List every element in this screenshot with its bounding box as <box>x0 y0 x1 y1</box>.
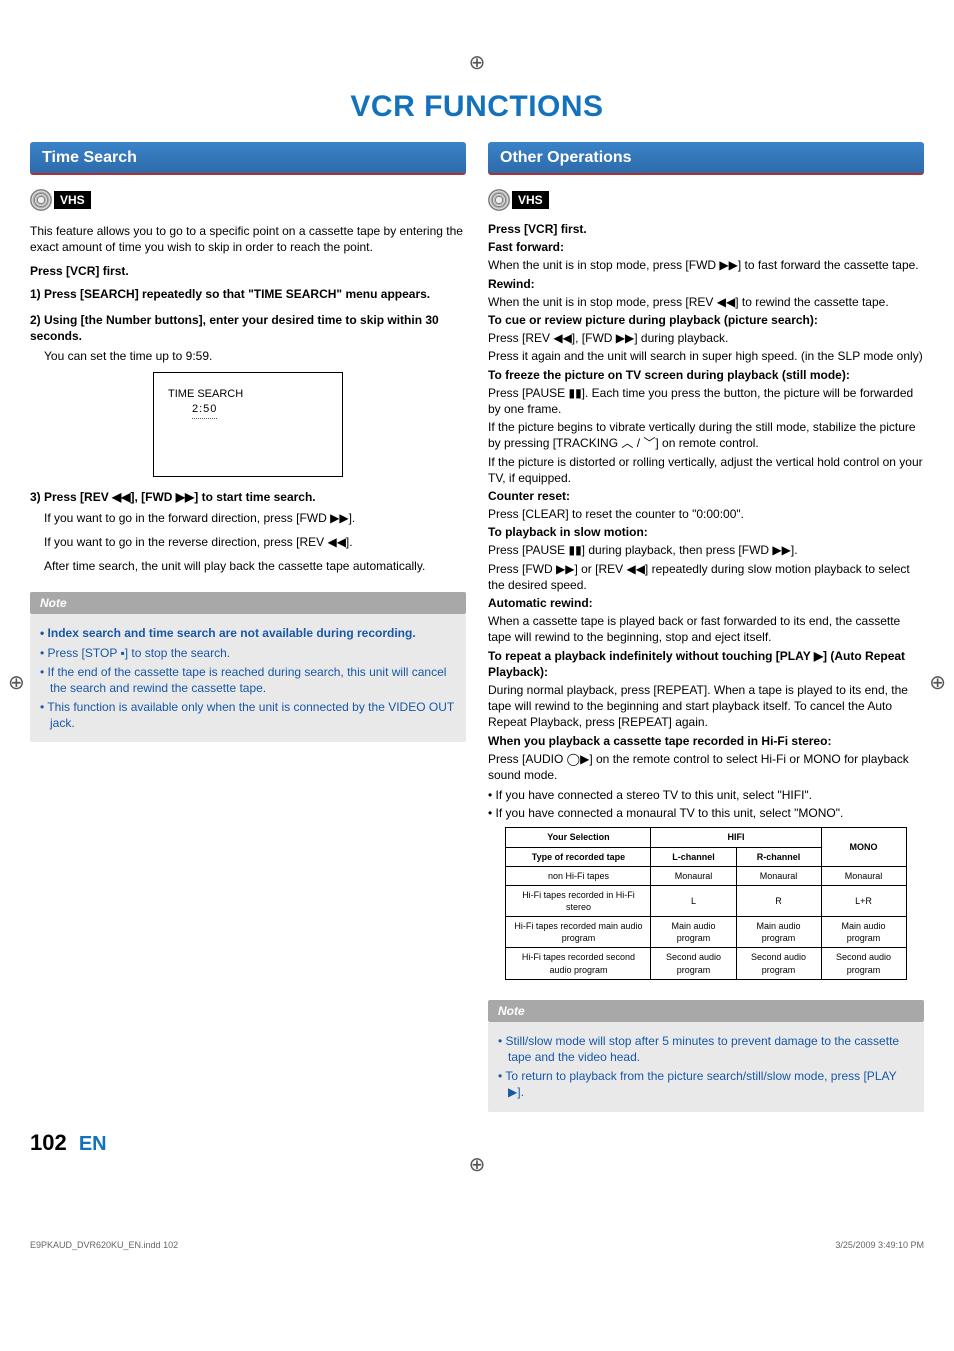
section-time-search: Time Search <box>30 142 466 176</box>
table-cell: Second audio program <box>736 948 821 979</box>
table-cell: Monaural <box>736 866 821 885</box>
note-heading-left: Note <box>30 592 466 614</box>
table-cell: Second audio program <box>651 948 736 979</box>
disc-icon <box>488 189 510 211</box>
table-cell: L <box>651 885 736 916</box>
step-3a: If you want to go in the forward directi… <box>44 510 466 526</box>
step-1: 1) Press [SEARCH] repeatedly so that "TI… <box>30 286 466 302</box>
step-3b: If you want to go in the reverse directi… <box>44 534 466 550</box>
operation-body: When a cassette tape is played back or f… <box>488 613 924 645</box>
note-item: This function is available only when the… <box>40 699 456 731</box>
step-3: 3) Press [REV ◀◀], [FWD ▶▶] to start tim… <box>30 489 466 505</box>
table-cell: Main audio program <box>736 917 821 948</box>
note-item: Index search and time search are not ava… <box>40 625 456 641</box>
page-lang: EN <box>79 1133 107 1155</box>
page-title: VCR FUNCTIONS <box>30 87 924 128</box>
operation-body: Press [AUDIO ◯▶] on the remote control t… <box>488 751 924 783</box>
note-heading-right: Note <box>488 1000 924 1022</box>
vhs-badge: VHS <box>30 189 91 211</box>
table-header-type: Type of recorded tape <box>506 847 651 866</box>
table-cell: Monaural <box>651 866 736 885</box>
operation-body: Press [PAUSE ▮▮]. Each time you press th… <box>488 385 924 417</box>
table-row: Hi-Fi tapes recorded main audio programM… <box>506 917 906 948</box>
bullet-line: • If you have connected a stereo TV to t… <box>488 787 924 803</box>
note-item: Press [STOP ▪] to stop the search. <box>40 645 456 661</box>
table-cell: R <box>736 885 821 916</box>
vhs-tag: VHS <box>512 191 549 209</box>
disc-icon <box>30 189 52 211</box>
post-bullets: • If you have connected a stereo TV to t… <box>488 787 924 821</box>
table-row: Hi-Fi tapes recorded second audio progra… <box>506 948 906 979</box>
print-footer-right: 3/25/2009 3:49:10 PM <box>835 1239 924 1251</box>
registration-mark-top: ⊕ <box>30 50 924 77</box>
table-row: non Hi-Fi tapesMonauralMonauralMonaural <box>506 866 906 885</box>
operation-body: Press [PAUSE ▮▮] during playback, then p… <box>488 542 924 558</box>
note-list-right: Still/slow mode will stop after 5 minute… <box>498 1033 914 1101</box>
time-search-display: TIME SEARCH 2:50 <box>153 372 343 477</box>
operations-list: Fast forward: When the unit is in stop mo… <box>488 239 924 783</box>
operation-body: Press [CLEAR] to reset the counter to "0… <box>488 506 924 522</box>
operation-body: Press [REV ◀◀], [FWD ▶▶] during playback… <box>488 330 924 346</box>
note-item: If the end of the cassette tape is reach… <box>40 664 456 696</box>
step-3c: After time search, the unit will play ba… <box>44 558 466 574</box>
note-body-right: Still/slow mode will stop after 5 minute… <box>488 1022 924 1112</box>
table-header-r: R-channel <box>736 847 821 866</box>
table-cell: non Hi-Fi tapes <box>506 866 651 885</box>
operation-heading: To playback in slow motion: <box>488 524 924 540</box>
time-search-label: TIME SEARCH <box>168 387 328 402</box>
step-2: 2) Using [the Number buttons], enter you… <box>30 312 466 344</box>
table-row: Hi-Fi tapes recorded in Hi-Fi stereoLRL+… <box>506 885 906 916</box>
registration-mark-left: ⊕ <box>8 670 25 697</box>
audio-mode-table: Your Selection HIFI MONO Type of recorde… <box>505 827 906 979</box>
table-cell: Main audio program <box>651 917 736 948</box>
operation-body: If the picture is distorted or rolling v… <box>488 454 924 486</box>
print-footer: E9PKAUD_DVR620KU_EN.indd 102 3/25/2009 3… <box>30 1239 924 1251</box>
operation-heading: Counter reset: <box>488 488 924 504</box>
registration-mark-right: ⊕ <box>929 670 946 697</box>
vhs-tag: VHS <box>54 191 91 209</box>
table-cell: L+R <box>821 885 906 916</box>
operation-heading: To repeat a playback indefinitely withou… <box>488 648 924 680</box>
operation-heading: Rewind: <box>488 276 924 292</box>
note-list-left: Index search and time search are not ava… <box>40 625 456 731</box>
operation-body: Press it again and the unit will search … <box>488 348 924 364</box>
time-search-value: 2:50 <box>192 402 217 419</box>
table-header-mono: MONO <box>821 828 906 866</box>
registration-mark-bottom: ⊕ <box>30 1152 924 1179</box>
note-item: Still/slow mode will stop after 5 minute… <box>498 1033 914 1065</box>
table-cell: Monaural <box>821 866 906 885</box>
operation-body: When the unit is in stop mode, press [RE… <box>488 294 924 310</box>
print-footer-left: E9PKAUD_DVR620KU_EN.indd 102 <box>30 1239 178 1251</box>
operation-body: During normal playback, press [REPEAT]. … <box>488 682 924 731</box>
table-cell: Second audio program <box>821 948 906 979</box>
note-item: To return to playback from the picture s… <box>498 1068 914 1100</box>
page-number-value: 102 <box>30 1130 67 1155</box>
operation-body: Press [FWD ▶▶] or [REV ◀◀] repeatedly du… <box>488 561 924 593</box>
operation-heading: Fast forward: <box>488 239 924 255</box>
press-vcr-first-right: Press [VCR] first. <box>488 221 924 237</box>
intro-text: This feature allows you to go to a speci… <box>30 223 466 255</box>
table-header-hifi: HIFI <box>651 828 821 847</box>
table-cell: Hi-Fi tapes recorded main audio program <box>506 917 651 948</box>
table-cell: Hi-Fi tapes recorded in Hi-Fi stereo <box>506 885 651 916</box>
operation-heading: To cue or review picture during playback… <box>488 312 924 328</box>
step-2-sub: You can set the time up to 9:59. <box>44 348 466 364</box>
note-body-left: Index search and time search are not ava… <box>30 614 466 742</box>
table-cell: Hi-Fi tapes recorded second audio progra… <box>506 948 651 979</box>
operation-body: When the unit is in stop mode, press [FW… <box>488 257 924 273</box>
right-column: Other Operations VHS Press [VCR] first. … <box>488 142 924 1112</box>
vhs-badge-right: VHS <box>488 189 549 211</box>
operation-body: If the picture begins to vibrate vertica… <box>488 419 924 451</box>
table-cell: Main audio program <box>821 917 906 948</box>
section-other-operations: Other Operations <box>488 142 924 176</box>
bullet-line: • If you have connected a monaural TV to… <box>488 805 924 821</box>
page-number: 102 EN <box>30 1128 107 1158</box>
operation-heading: Automatic rewind: <box>488 595 924 611</box>
table-header-selection: Your Selection <box>506 828 651 847</box>
operation-heading: To freeze the picture on TV screen durin… <box>488 367 924 383</box>
operation-heading: When you playback a cassette tape record… <box>488 733 924 749</box>
table-header-l: L-channel <box>651 847 736 866</box>
press-vcr-first: Press [VCR] first. <box>30 263 466 279</box>
left-column: Time Search VHS This feature allows you … <box>30 142 466 1112</box>
